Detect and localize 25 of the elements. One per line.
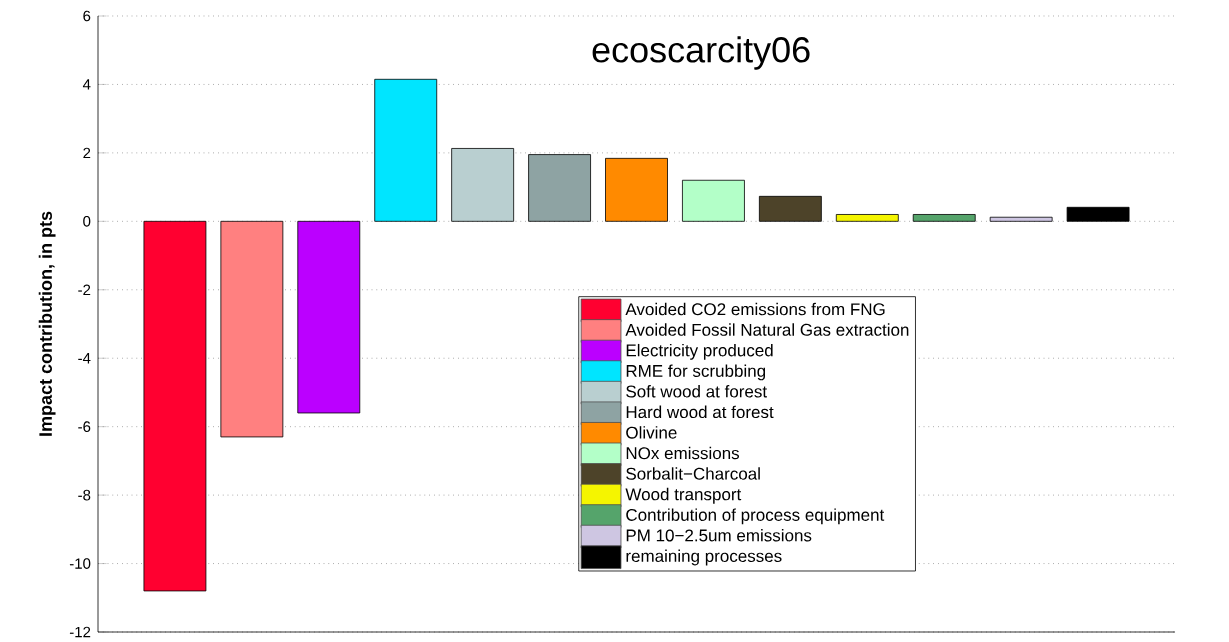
legend-label: RME for scrubbing (626, 364, 766, 381)
legend-label: Wood transport (625, 487, 742, 504)
y-tick-label: 4 (82, 79, 91, 90)
y-tick-label: -2 (78, 284, 91, 296)
legend-label: Olivine (626, 426, 677, 439)
y-tick-label: 0 (83, 216, 91, 227)
legend-label: Sorbalit−Charcoal (626, 467, 760, 480)
y-tick-label: 2 (83, 147, 91, 159)
legend-label: Avoided CO2 emissions from FNG (625, 302, 885, 316)
legend-label: Contribution of process equipment (626, 508, 885, 525)
legend-label: Avoided Fossil Natural Gas extraction (625, 323, 909, 336)
y-tick-label: -6 (78, 421, 91, 432)
legend-label: PM 10−2.5um emissions (626, 528, 812, 542)
legend-label: Hard wood at forest (626, 405, 774, 419)
y-tick-label: -4 (78, 353, 91, 364)
text: ecoscarcity06 (592, 36, 810, 70)
y-tick-label: -8 (78, 489, 91, 501)
legend-label: remaining processes (626, 549, 782, 566)
y-tick-label: -10 (69, 558, 91, 569)
y-tick-label: 6 (83, 10, 91, 22)
legend-label: Electricity produced (626, 343, 773, 360)
legend-label: Soft wood at forest (626, 385, 767, 398)
y-axis-title: Impact contribution, in pts (38, 211, 56, 436)
y-tick-label: -12 (69, 626, 91, 638)
legend-label: NOx emissions (626, 446, 740, 460)
